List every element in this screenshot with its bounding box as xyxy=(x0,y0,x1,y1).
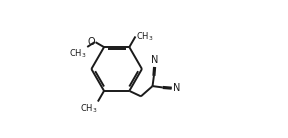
Text: CH$_3$: CH$_3$ xyxy=(136,30,154,43)
Text: N: N xyxy=(151,55,158,65)
Text: CH$_3$: CH$_3$ xyxy=(80,102,97,115)
Text: O: O xyxy=(88,37,95,47)
Text: CH$_3$: CH$_3$ xyxy=(69,48,87,60)
Text: N: N xyxy=(173,83,180,93)
